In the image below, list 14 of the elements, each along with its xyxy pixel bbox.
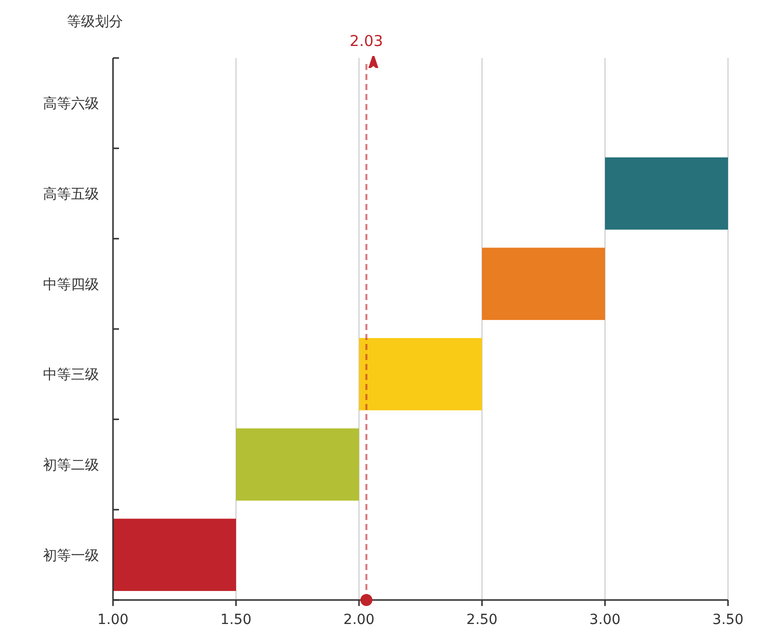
x-tick-label: 2.00 (343, 612, 375, 628)
y-tick-label: 中等三级 (43, 367, 99, 384)
y-tick-label: 初等一级 (43, 548, 99, 564)
x-tick-label: 1.50 (220, 612, 252, 628)
y-axis-title: 等级划分 (67, 14, 123, 30)
x-tick-label: 3.50 (712, 612, 744, 628)
x-tick-label: 3.00 (589, 612, 621, 628)
y-tick-label: 高等五级 (43, 186, 99, 202)
ref-line-label: 2.03 (350, 32, 384, 50)
y-tick-label: 初等二级 (43, 458, 99, 474)
y-tick-label: 中等四级 (43, 276, 99, 293)
y-tick-label: 高等六级 (43, 96, 99, 112)
x-tick-label: 2.50 (466, 612, 498, 628)
x-tick-label: 1.00 (97, 612, 129, 628)
